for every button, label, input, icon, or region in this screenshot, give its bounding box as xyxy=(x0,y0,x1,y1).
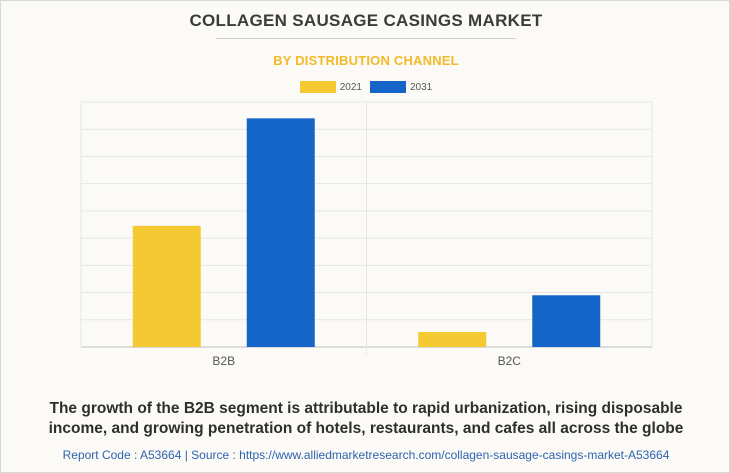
x-tick-label-b2c: B2C xyxy=(498,354,522,368)
chart-caption: The growth of the B2B segment is attribu… xyxy=(48,400,684,437)
title-divider xyxy=(216,38,516,39)
chart-title: COLLAGEN SAUSAGE CASINGS MARKET xyxy=(189,11,543,30)
legend-item-2021: 2021 xyxy=(299,81,362,93)
legend: 2021 2031 xyxy=(1,81,730,93)
bar-b2b-2031 xyxy=(246,118,315,347)
legend-swatch-2021 xyxy=(299,81,336,93)
legend-label-2031: 2031 xyxy=(410,81,433,93)
source-footer[interactable]: Report Code : A53664 | Source : https://… xyxy=(62,448,670,462)
legend-item-2031: 2031 xyxy=(370,81,432,93)
chart-subtitle: BY DISTRIBUTION CHANNEL xyxy=(273,53,459,68)
legend-swatch-2031 xyxy=(370,81,406,93)
bar-b2c-2031 xyxy=(532,295,601,347)
bar-b2b-2021 xyxy=(132,225,201,347)
bar-b2c-2021 xyxy=(418,332,487,347)
legend-label-2021: 2021 xyxy=(339,81,362,93)
x-tick-label-b2b: B2B xyxy=(212,354,235,368)
bar-chart: B2B B2C xyxy=(80,101,653,368)
